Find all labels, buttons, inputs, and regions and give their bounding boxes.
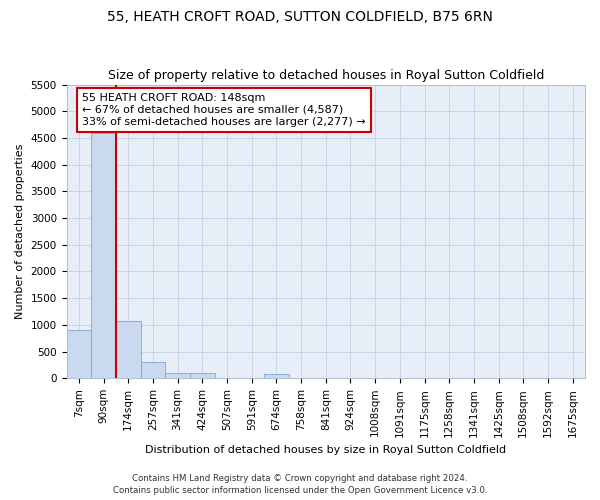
Bar <box>190 374 215 378</box>
Text: Contains HM Land Registry data © Crown copyright and database right 2024.
Contai: Contains HM Land Registry data © Crown c… <box>113 474 487 495</box>
Y-axis label: Number of detached properties: Number of detached properties <box>15 144 25 319</box>
Bar <box>67 330 91 378</box>
Bar <box>264 374 289 378</box>
Title: Size of property relative to detached houses in Royal Sutton Coldfield: Size of property relative to detached ho… <box>107 69 544 82</box>
Bar <box>140 362 165 378</box>
Text: 55, HEATH CROFT ROAD, SUTTON COLDFIELD, B75 6RN: 55, HEATH CROFT ROAD, SUTTON COLDFIELD, … <box>107 10 493 24</box>
X-axis label: Distribution of detached houses by size in Royal Sutton Coldfield: Distribution of detached houses by size … <box>145 445 506 455</box>
Text: 55 HEATH CROFT ROAD: 148sqm
← 67% of detached houses are smaller (4,587)
33% of : 55 HEATH CROFT ROAD: 148sqm ← 67% of det… <box>82 94 366 126</box>
Bar <box>91 134 116 378</box>
Bar <box>116 321 140 378</box>
Bar <box>165 373 190 378</box>
